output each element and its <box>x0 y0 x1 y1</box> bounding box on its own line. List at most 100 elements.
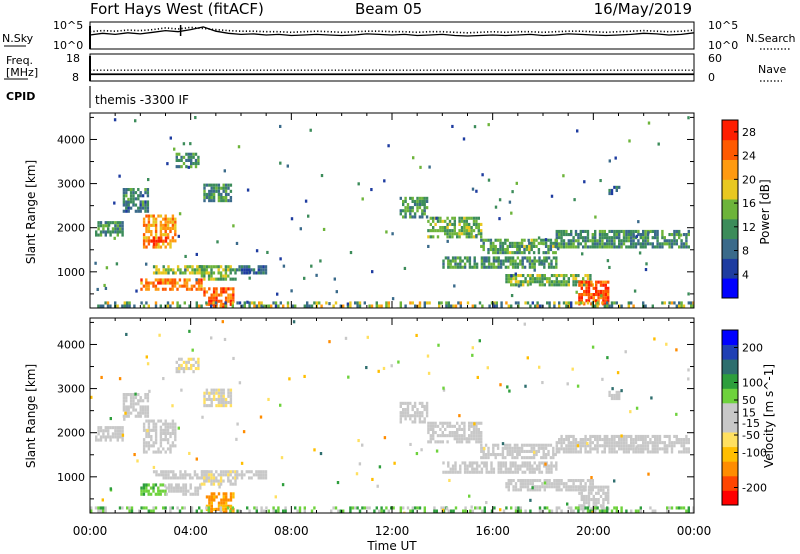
velocity-cell-1130 <box>485 470 488 474</box>
velocity-cell-921 <box>608 438 611 442</box>
power-cell-183 <box>166 242 170 246</box>
power-cell-1064 <box>670 233 674 237</box>
power-cell-1675 <box>538 304 542 308</box>
power-cell-1102 <box>447 265 450 269</box>
power-cell-529 <box>212 305 216 308</box>
power-cell-835 <box>552 241 555 245</box>
power-cell-942 <box>606 236 609 240</box>
power-cell-1693 <box>567 301 570 305</box>
power-cell-651 <box>444 219 447 223</box>
power-cell-1532 <box>272 301 275 305</box>
velocity-cell-1279 <box>555 485 558 489</box>
power-cell-692 <box>463 222 466 226</box>
velocity-cell-455 <box>229 473 232 477</box>
velocity-cell-686 <box>470 424 473 428</box>
power-cell-1861 <box>494 205 498 209</box>
power-cell-622 <box>425 199 429 203</box>
power-cell-324 <box>154 284 158 288</box>
velocity-cell-1468 <box>181 506 184 510</box>
power-cell-470 <box>229 265 232 269</box>
power-cell-1813 <box>533 268 536 272</box>
power-cell-1499 <box>219 304 222 308</box>
power-cell-1070 <box>673 236 676 240</box>
power-cell-288 <box>220 196 223 200</box>
velocity-cell-1555 <box>349 509 352 513</box>
velocity-cell-16 <box>104 438 107 442</box>
power-cell-1591 <box>380 304 383 308</box>
velocity-cell-204 <box>174 444 177 448</box>
velocity-cell-1313 <box>582 479 585 483</box>
velocity-cell-1662 <box>546 506 549 510</box>
power-cell-721 <box>475 222 478 226</box>
velocity-cell-109 <box>142 425 146 429</box>
power-cell-862 <box>562 242 566 246</box>
power-cell-1321 <box>572 277 575 281</box>
velocity-cell-868 <box>577 450 580 454</box>
velocity-cell-815 <box>549 443 553 447</box>
velocity-cell-693 <box>472 431 476 435</box>
power-cell-1428 <box>613 185 616 189</box>
power-cell-1051 <box>661 233 664 237</box>
velocity-cell-984 <box>637 438 640 442</box>
velocity-cell-1027 <box>656 447 659 451</box>
velocity-cell-1102 <box>463 470 467 474</box>
power-cell-1038 <box>654 229 657 233</box>
power-cell-1877 <box>542 242 545 246</box>
power-cell-95 <box>144 188 147 192</box>
power-cell-474 <box>231 268 235 272</box>
velocity-cell-1346 <box>585 498 588 502</box>
power-cell-1478 <box>169 304 172 308</box>
velocity-cell-793 <box>532 456 536 460</box>
power-cell-1634 <box>457 301 460 305</box>
velocity-cell-1280 <box>555 488 558 492</box>
power-cell-1776 <box>573 198 576 202</box>
velocity-cell-563 <box>404 417 407 421</box>
velocity-cell-1421 <box>99 506 102 510</box>
velocity-cell-864 <box>574 447 578 451</box>
time-tick-label-4: 16:00 <box>475 524 510 538</box>
power-cell-1876 <box>492 302 495 306</box>
velocity-colorbar-segment-7 <box>722 388 738 404</box>
power-cell-320 <box>149 281 153 285</box>
power-cell-1513 <box>243 304 246 308</box>
power-cell-132 <box>150 214 153 218</box>
velocity-cell-1103 <box>466 464 469 468</box>
power-cell-1825 <box>178 212 182 216</box>
power-cell-701 <box>465 232 468 236</box>
power-cell-729 <box>480 222 483 226</box>
velocity-cell-327 <box>167 489 171 493</box>
velocity-cell-1056 <box>675 438 678 442</box>
velocity-cell-174 <box>164 435 167 439</box>
velocity-cell-737 <box>496 443 500 447</box>
velocity-cell-799 <box>537 449 541 453</box>
velocity-cell-1116 <box>475 461 479 465</box>
velocity-cell-316 <box>159 483 162 487</box>
power-cell-477 <box>234 271 237 275</box>
velocity-cell-1693 <box>594 509 597 513</box>
power-cell-1010 <box>637 242 640 246</box>
velocity-cell-1752 <box>483 447 486 451</box>
velocity-cell-871 <box>579 444 582 448</box>
velocity-cell-861 <box>574 438 578 442</box>
power-cell-392 <box>167 271 170 275</box>
power-cell-398 <box>176 268 180 272</box>
power-cell-700 <box>465 229 468 233</box>
power-cell-944 <box>606 242 609 246</box>
power-cell-1146 <box>485 256 488 260</box>
power-cell-379 <box>155 265 158 269</box>
velocity-cell-243 <box>205 397 209 401</box>
power-cell-1845 <box>189 142 192 146</box>
power-cell-1046 <box>656 242 659 246</box>
velocity-cell-1406 <box>615 390 618 394</box>
power-cell-1627 <box>447 304 450 308</box>
power-cell-678 <box>456 235 459 239</box>
velocity-cell-1012 <box>651 434 654 438</box>
power-cell-561 <box>229 296 233 300</box>
power-cell-506 <box>262 271 265 275</box>
velocity-cell-1067 <box>682 444 686 448</box>
power-cell-1055 <box>663 236 666 240</box>
velocity-cell-856 <box>572 438 575 442</box>
velocity-cell-1530 <box>298 506 302 510</box>
velocity-cell-1236 <box>522 482 525 486</box>
